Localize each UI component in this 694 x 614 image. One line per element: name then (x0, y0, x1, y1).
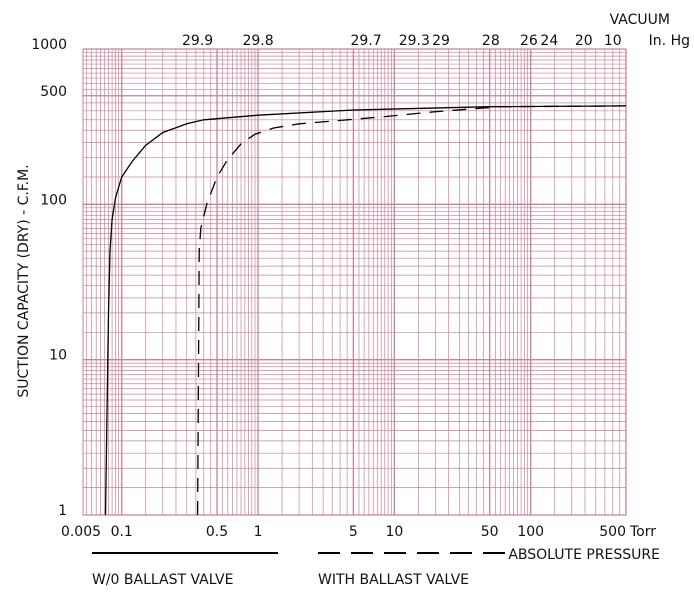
x-tick-label: 0.5 (206, 524, 228, 540)
x2-tick-label: 29.9 (182, 33, 213, 49)
x-tick-label: 0.1 (111, 524, 133, 540)
x-start-label: 0.005 (61, 524, 101, 540)
legend-label: W/0 BALLAST VALVE (92, 572, 233, 588)
y-tick-label: 100 (40, 192, 67, 208)
x2-tick-label: 29.8 (242, 33, 273, 49)
legend-label: WITH BALLAST VALVE (318, 572, 469, 588)
x2-tick-label: 20 (575, 33, 593, 49)
y-axis-label: SUCTION CAPACITY (DRY) - C.F.M. (16, 164, 32, 397)
x-tick-label: 10 (385, 524, 403, 540)
x-tick-label: 500 (599, 524, 626, 540)
x2-tick-label: 28 (482, 33, 500, 49)
x2-unit: In. Hg (649, 33, 690, 49)
x-unit: Torr (629, 524, 656, 540)
x2-tick-label: 26 (520, 33, 538, 49)
y-tick-label: 500 (40, 84, 67, 100)
series-line (196, 105, 627, 516)
plot-frame (82, 48, 627, 516)
series-line (104, 105, 627, 516)
y-tick-label: 1 (58, 503, 67, 519)
x2-axis-label: VACUUM (610, 12, 670, 28)
x2-tick-label: 24 (540, 33, 558, 49)
x-tick-label: 5 (349, 524, 358, 540)
x-axis-label: ABSOLUTE PRESSURE (508, 547, 660, 563)
x-tick-label: 50 (481, 524, 499, 540)
y-tick-label: 1000 (31, 37, 67, 53)
x2-tick-label: 29 (432, 33, 450, 49)
x2-tick-label: 29.7 (350, 33, 381, 49)
x-tick-label: 1 (254, 524, 263, 540)
x2-tick-label: 29.3 (399, 33, 430, 49)
x-tick-label: 100 (517, 524, 544, 540)
x2-tick-label: 10 (604, 33, 622, 49)
y-tick-label: 10 (49, 348, 67, 364)
